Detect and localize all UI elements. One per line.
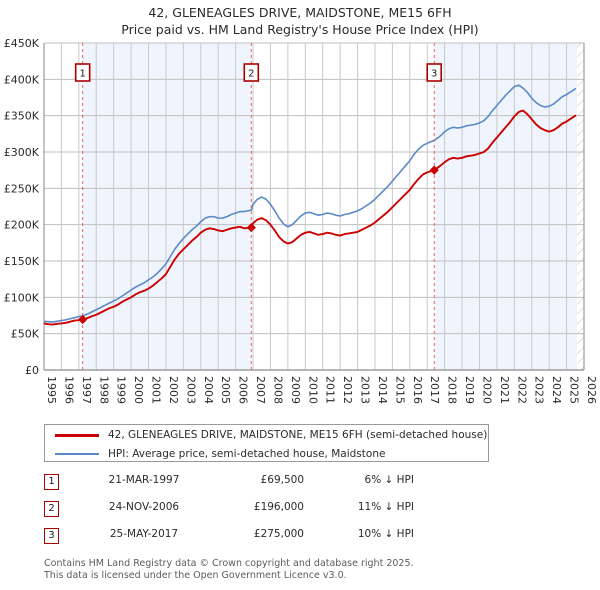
y-axis-tick-label: £150K bbox=[4, 255, 40, 268]
sale-marker-box[interactable] bbox=[74, 63, 91, 82]
sale-marker-number: 2 bbox=[248, 69, 254, 80]
x-axis-tick-label: 2015 bbox=[393, 376, 406, 404]
x-axis-tick-label: 2008 bbox=[271, 376, 284, 404]
x-axis-tick-label: 2007 bbox=[254, 376, 267, 404]
x-axis-tick-label: 2009 bbox=[289, 376, 302, 404]
x-axis-tick-label: 2022 bbox=[515, 376, 528, 404]
sale-marker-number: 1 bbox=[79, 69, 85, 80]
x-axis-tick-label: 2001 bbox=[150, 376, 163, 404]
y-axis-tick-label: £450K bbox=[4, 37, 40, 50]
sale-hpi-delta: 11% ↓ HPI bbox=[357, 501, 414, 513]
sale-marker-index: 1 bbox=[44, 474, 59, 490]
series-line bbox=[44, 109, 577, 326]
x-axis-tick-label: 2024 bbox=[550, 376, 563, 404]
sale-marker-number: 3 bbox=[431, 69, 437, 80]
y-axis-tick-label: £400K bbox=[4, 73, 40, 86]
x-axis-tick-label: 2000 bbox=[132, 376, 145, 404]
legend-label-price-paid: 42, GLENEAGLES DRIVE, MAIDSTONE, ME15 6F… bbox=[108, 429, 488, 441]
sale-price: £275,000 bbox=[253, 528, 304, 540]
x-axis-tick-label: 2021 bbox=[498, 376, 511, 404]
sale-date: 21-MAR-1997 bbox=[108, 474, 180, 486]
x-axis-tick-label: 2017 bbox=[428, 376, 441, 404]
legend-swatch-hpi bbox=[55, 453, 99, 455]
chart-title-block: 42, GLENEAGLES DRIVE, MAIDSTONE, ME15 6F… bbox=[0, 4, 600, 38]
x-axis-tick-label: 2026 bbox=[585, 376, 598, 404]
footer-line-licence: This data is licensed under the Open Gov… bbox=[44, 570, 347, 581]
y-axis-tick-label: £250K bbox=[4, 182, 40, 195]
y-axis-tick-label: £350K bbox=[4, 110, 40, 123]
sale-hpi-delta: 6% ↓ HPI bbox=[364, 474, 414, 486]
attribution-footer: Contains HM Land Registry data © Crown c… bbox=[44, 558, 564, 582]
y-axis-tick-label: £0 bbox=[25, 364, 39, 377]
sale-point-diamond[interactable] bbox=[429, 165, 439, 175]
legend-entry-hpi: HPI: Average price, semi-detached house,… bbox=[45, 445, 488, 463]
legend-entry-price-paid: 42, GLENEAGLES DRIVE, MAIDSTONE, ME15 6F… bbox=[45, 426, 488, 444]
sale-marker-index: 3 bbox=[44, 528, 59, 544]
series-line bbox=[44, 84, 577, 323]
sale-marker-index: 2 bbox=[44, 501, 59, 517]
x-axis-tick-label: 2002 bbox=[167, 376, 180, 404]
chart-legend: 42, GLENEAGLES DRIVE, MAIDSTONE, ME15 6F… bbox=[44, 424, 489, 462]
x-axis-tick-label: 2025 bbox=[568, 376, 581, 404]
y-axis-tick-label: £100K bbox=[4, 291, 40, 304]
table-row[interactable]: 1 21-MAR-1997 £69,500 6% ↓ HPI bbox=[44, 472, 464, 499]
x-axis-tick-label: 1998 bbox=[97, 376, 110, 404]
x-axis-tick-label: 2020 bbox=[480, 376, 493, 404]
x-axis-tick-label: 2011 bbox=[324, 376, 337, 404]
x-axis-tick-label: 2023 bbox=[533, 376, 546, 404]
x-axis-tick-label: 2003 bbox=[184, 376, 197, 404]
x-axis-tick-label: 1995 bbox=[45, 376, 58, 404]
sale-date: 25-MAY-2017 bbox=[109, 528, 179, 540]
sale-date: 24-NOV-2006 bbox=[108, 501, 180, 513]
sale-price: £69,500 bbox=[260, 474, 304, 486]
plot-area: £0 £50K £100K £150K £200K £250K £300K £350K £400… bbox=[4, 37, 598, 404]
page-subtitle: Price paid vs. HM Land Registry's House … bbox=[121, 22, 479, 37]
x-axis-tick-label: 2014 bbox=[376, 376, 389, 404]
x-axis-tick-label: 2006 bbox=[237, 376, 250, 404]
sale-marker-box[interactable] bbox=[243, 63, 260, 82]
x-axis-tick-label: 2012 bbox=[341, 376, 354, 404]
table-row[interactable]: 2 24-NOV-2006 £196,000 11% ↓ HPI bbox=[44, 499, 464, 526]
x-axis-tick-label: 2010 bbox=[306, 376, 319, 404]
chart-canvas: £0 £50K £100K £150K £200K £250K £300K £350K £400… bbox=[4, 37, 598, 404]
ownership-span-1 bbox=[82, 43, 252, 370]
table-row[interactable]: 3 25-MAY-2017 £275,000 10% ↓ HPI bbox=[44, 526, 464, 553]
sale-hpi-delta: 10% ↓ HPI bbox=[357, 528, 414, 540]
sales-history-table: 1 21-MAR-1997 £69,500 6% ↓ HPI 2 24-NOV-2006 £… bbox=[44, 472, 464, 553]
x-axis-tick-label: 2004 bbox=[202, 376, 215, 404]
x-axis-tick-label: 2018 bbox=[446, 376, 459, 404]
legend-swatch-price-paid bbox=[55, 433, 99, 437]
page-title: 42, GLENEAGLES DRIVE, MAIDSTONE, ME15 6F… bbox=[148, 5, 452, 20]
sale-price: £196,000 bbox=[253, 501, 304, 513]
y-axis-tick-label: £300K bbox=[4, 146, 40, 159]
ownership-span-2 bbox=[434, 43, 578, 370]
x-axis-tick-label: 1996 bbox=[62, 376, 75, 404]
y-axis-tick-label: £50K bbox=[11, 328, 40, 341]
x-axis-tick-label: 2013 bbox=[359, 376, 372, 404]
x-axis-tick-label: 2019 bbox=[463, 376, 476, 404]
sale-point-diamond[interactable] bbox=[78, 314, 88, 325]
x-axis-tick-label: 1997 bbox=[80, 376, 93, 404]
footer-line-copyright: Contains HM Land Registry data © Crown c… bbox=[44, 558, 414, 569]
sale-marker-box[interactable] bbox=[426, 63, 442, 82]
x-axis-tick-label: 1999 bbox=[115, 376, 128, 404]
legend-label-hpi: HPI: Average price, semi-detached house,… bbox=[108, 448, 386, 460]
x-axis-tick-label: 2016 bbox=[411, 376, 424, 404]
y-axis-tick-label: £200K bbox=[4, 219, 40, 232]
sale-point-diamond[interactable] bbox=[246, 222, 256, 233]
x-axis-tick-label: 2005 bbox=[219, 376, 232, 404]
no-data-hatched-region bbox=[577, 43, 584, 370]
series-group bbox=[44, 84, 577, 326]
